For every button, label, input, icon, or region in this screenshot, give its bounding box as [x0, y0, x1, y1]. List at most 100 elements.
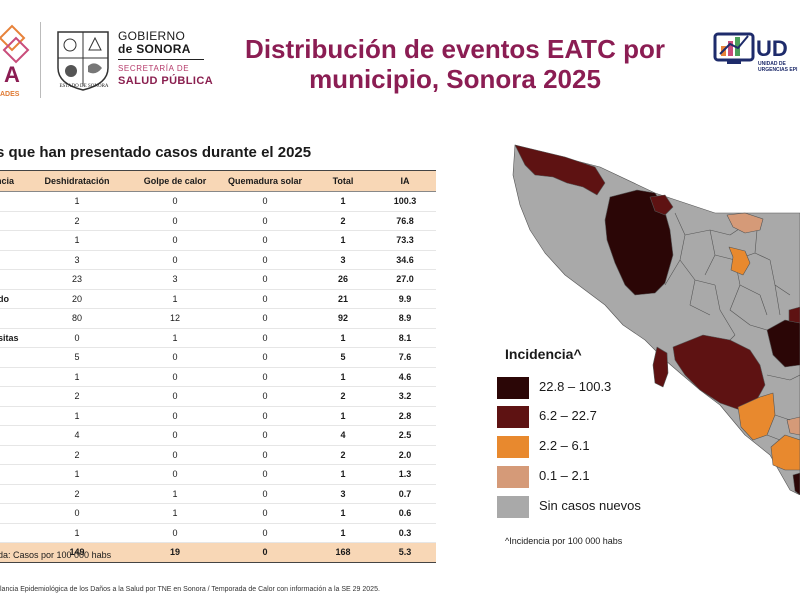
map-region-cajeme [770, 434, 800, 471]
table-row: 23 3 0 26 27.0 [0, 269, 436, 290]
legend-label: 6.2 – 22.7 [539, 408, 597, 423]
municipality-cell [0, 269, 22, 290]
gov-line-2: de SONORA [118, 42, 191, 56]
map-region-east-small [788, 306, 800, 324]
heatstroke-cell: 1 [132, 328, 218, 348]
table-row: 1 0 0 1 0.3 [0, 523, 436, 543]
right-logo-text: UD [756, 36, 788, 61]
ia-cell: 8.9 [374, 308, 436, 329]
table-row: 1 0 0 1 1.3 [0, 464, 436, 485]
map-region-nogales [726, 212, 764, 234]
heatstroke-cell: 0 [132, 386, 218, 407]
legend-swatch [497, 406, 529, 428]
total-cell: 1 [312, 464, 374, 485]
table-total-row: 149 19 0 168 5.3 [0, 542, 436, 563]
map-region-navojoa [786, 416, 800, 436]
dehydration-cell: 2 [22, 445, 132, 465]
heatstroke-cell: 0 [132, 347, 218, 368]
gov-rule [118, 59, 204, 60]
dehydration-cell: 2 [22, 386, 132, 407]
ia-cell: 1.3 [374, 464, 436, 485]
municipality-cell [0, 425, 22, 446]
legend-label: 22.8 – 100.3 [539, 379, 612, 394]
total-dehydration-cell: 149 [22, 542, 132, 563]
table-footnote: da: Casos por 100 000 habs [0, 550, 112, 560]
heatstroke-cell: 0 [132, 211, 218, 231]
legend-swatch [497, 436, 529, 458]
map-region-nw [514, 144, 606, 196]
column-header-incidence: ncia [0, 170, 22, 192]
municipality-cell [0, 386, 22, 407]
dehydration-cell: 4 [22, 425, 132, 446]
municipality-cell [0, 503, 22, 524]
municipality-cell [0, 367, 22, 387]
heatstroke-cell: 0 [132, 406, 218, 426]
heatstroke-cell: 1 [132, 484, 218, 504]
heatstroke-cell: 0 [132, 250, 218, 270]
title-line-1: Distribución de eventos EATC por [245, 34, 665, 64]
dehydration-cell: 1 [22, 464, 132, 485]
right-logo-sub-2: URGENCIAS EPI [758, 67, 798, 73]
total-cell: 3 [312, 250, 374, 270]
total-cell: 4 [312, 425, 374, 446]
sunburn-cell: 0 [218, 250, 312, 270]
total-cell: 1 [312, 328, 374, 348]
seal-caption: ESTADO DE SONORA [59, 84, 109, 89]
table-row: 1 0 0 1 100.3 [0, 191, 436, 212]
dehydration-cell: 1 [22, 367, 132, 387]
total-cell: 2 [312, 386, 374, 407]
total-heatstroke-cell: 19 [132, 542, 218, 563]
map-region-small-dark [649, 194, 674, 216]
total-cell: 1 [312, 191, 374, 212]
column-header-ia: IA [374, 170, 436, 192]
ia-cell: 3.2 [374, 386, 436, 407]
total-sunburn-cell: 0 [218, 542, 312, 563]
table-row: 2 1 0 3 0.7 [0, 484, 436, 504]
table-row: 2 0 0 2 76.8 [0, 211, 436, 231]
total-cell: 1 [312, 230, 374, 251]
sunburn-cell: 0 [218, 503, 312, 524]
map-region-tiburon [652, 346, 669, 388]
right-logo-sub-1: UNIDAD DE [758, 61, 786, 67]
total-cell: 92 [312, 308, 374, 329]
legend-note: ^Incidencia por 100 000 habs [505, 536, 623, 546]
sunburn-cell: 0 [218, 191, 312, 212]
gov-line-4: SALUD PÚBLICA [118, 75, 214, 87]
ia-cell: 7.6 [374, 347, 436, 368]
table-row: sitas 0 1 0 1 8.1 [0, 328, 436, 348]
total-cell: 1 [312, 406, 374, 426]
header-divider [40, 22, 41, 98]
map-borders-south [714, 284, 800, 441]
source-note: lancia Epidemiológica de los Daños a la … [0, 586, 380, 593]
table-row: 1 0 0 1 2.8 [0, 406, 436, 426]
ia-cell: 0.6 [374, 503, 436, 524]
heatstroke-cell: 0 [132, 191, 218, 212]
table-row: 5 0 0 5 7.6 [0, 347, 436, 368]
ia-cell: 9.9 [374, 289, 436, 309]
sunburn-cell: 0 [218, 230, 312, 251]
table-header-row: ncia Deshidratación Golpe de calor Quema… [0, 170, 436, 192]
gov-line-1: GOBIERNO [118, 29, 186, 43]
legend-swatch [497, 496, 529, 518]
total-cell: 26 [312, 269, 374, 290]
dehydration-cell: 2 [22, 211, 132, 231]
municipality-cell [0, 250, 22, 270]
table-row: 2 0 0 2 2.0 [0, 445, 436, 465]
sunburn-cell: 0 [218, 484, 312, 504]
municipality-cell [0, 445, 22, 465]
sunburn-cell: 0 [218, 347, 312, 368]
total-total-cell: 168 [312, 542, 374, 563]
municipality-cell [0, 484, 22, 504]
dehydration-cell: 20 [22, 289, 132, 309]
total-cell: 3 [312, 484, 374, 504]
ia-cell: 0.3 [374, 523, 436, 543]
column-header-dehydration: Deshidratación [22, 170, 132, 192]
sunburn-cell: 0 [218, 289, 312, 309]
legend-swatch [497, 466, 529, 488]
sunburn-cell: 0 [218, 464, 312, 485]
legend-label: 0.1 – 2.1 [539, 468, 590, 483]
map-region-magdalena [728, 246, 751, 276]
government-logo: GOBIERNO de SONORA SECRETARÍA DE SALUD P… [118, 30, 213, 88]
dehydration-cell: 1 [22, 230, 132, 251]
legend-swatch [497, 377, 529, 399]
